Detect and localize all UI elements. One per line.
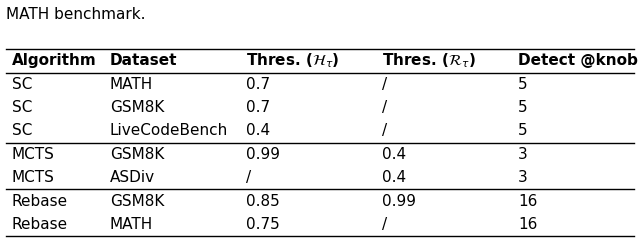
Text: GSM8K: GSM8K <box>109 194 164 209</box>
Text: /: / <box>382 77 387 92</box>
Text: 0.7: 0.7 <box>246 77 270 92</box>
Text: MATH: MATH <box>109 217 153 232</box>
Text: 16: 16 <box>518 194 537 209</box>
Text: 5: 5 <box>518 100 527 115</box>
Text: 0.4: 0.4 <box>246 123 270 138</box>
Text: 0.99: 0.99 <box>382 194 416 209</box>
Text: Thres. ($\mathcal{R}_{\tau}$): Thres. ($\mathcal{R}_{\tau}$) <box>382 51 476 70</box>
Text: Detect @knob: Detect @knob <box>518 53 637 68</box>
Text: MCTS: MCTS <box>12 170 54 185</box>
Text: SC: SC <box>12 100 32 115</box>
Text: ASDiv: ASDiv <box>109 170 155 185</box>
Text: GSM8K: GSM8K <box>109 100 164 115</box>
Text: /: / <box>382 217 387 232</box>
Text: /: / <box>382 123 387 138</box>
Text: Rebase: Rebase <box>12 194 68 209</box>
Text: 0.4: 0.4 <box>382 170 406 185</box>
Text: MATH: MATH <box>109 77 153 92</box>
Text: /: / <box>246 170 251 185</box>
Text: SC: SC <box>12 123 32 138</box>
Text: 0.99: 0.99 <box>246 147 280 162</box>
Text: MCTS: MCTS <box>12 147 54 162</box>
Text: SC: SC <box>12 77 32 92</box>
Text: GSM8K: GSM8K <box>109 147 164 162</box>
Text: Thres. ($\mathcal{H}_{\tau}$): Thres. ($\mathcal{H}_{\tau}$) <box>246 51 339 70</box>
Text: Dataset: Dataset <box>109 53 177 68</box>
Text: 0.7: 0.7 <box>246 100 270 115</box>
Text: /: / <box>382 100 387 115</box>
Text: Rebase: Rebase <box>12 217 68 232</box>
Text: 16: 16 <box>518 217 537 232</box>
Text: 3: 3 <box>518 170 527 185</box>
Text: Algorithm: Algorithm <box>12 53 96 68</box>
Text: 5: 5 <box>518 123 527 138</box>
Text: 3: 3 <box>518 147 527 162</box>
Text: 5: 5 <box>518 77 527 92</box>
Text: 0.85: 0.85 <box>246 194 280 209</box>
Text: 0.4: 0.4 <box>382 147 406 162</box>
Text: LiveCodeBench: LiveCodeBench <box>109 123 228 138</box>
Text: MATH benchmark.: MATH benchmark. <box>6 7 146 22</box>
Text: 0.75: 0.75 <box>246 217 280 232</box>
